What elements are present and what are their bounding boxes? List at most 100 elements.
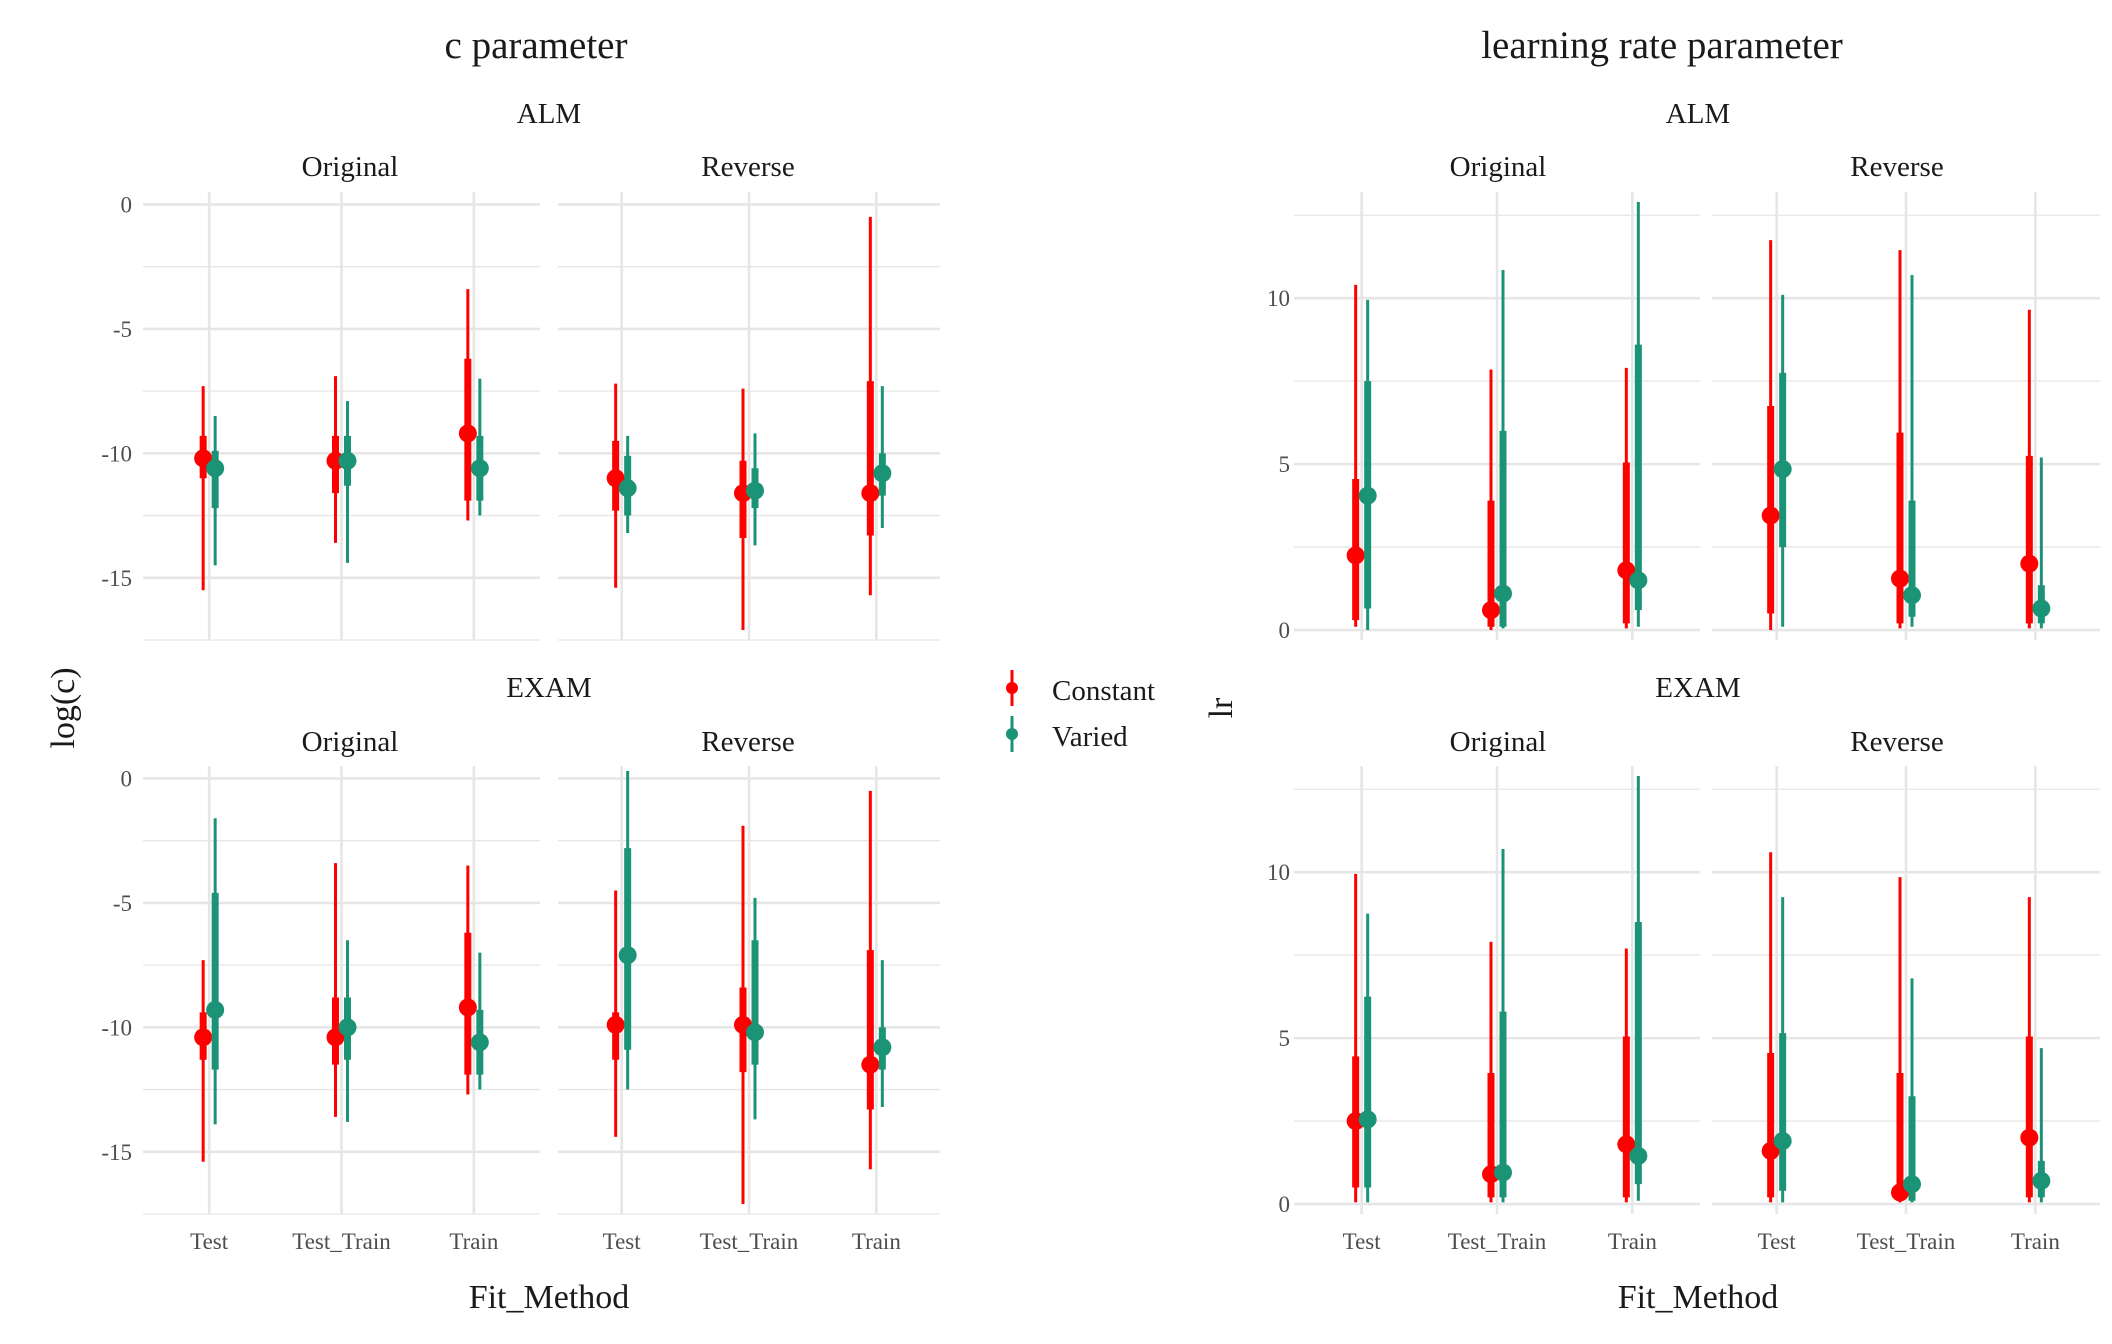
right-strip-alm: ALM bbox=[1666, 98, 1730, 130]
panel-0-0: 0 -5 -10 -15 bbox=[101, 192, 540, 641]
median-point bbox=[458, 424, 477, 443]
panel-1-3: Test Test_Train Train bbox=[1712, 766, 2100, 1254]
x-tick-label: Train bbox=[1608, 1229, 1657, 1254]
median-point bbox=[1358, 1110, 1377, 1129]
median-point bbox=[1358, 486, 1377, 505]
x-tick-label: Test bbox=[190, 1229, 229, 1254]
left-y-axis-title: log(c) bbox=[45, 667, 82, 748]
right-strip-alm-reverse: Reverse bbox=[1850, 151, 1943, 183]
y-tick-label: 0 bbox=[1279, 1192, 1291, 1217]
median-point bbox=[194, 1028, 213, 1047]
panel-0-2: 0 -5 -10 -15 Test Test_Train Train bbox=[101, 766, 540, 1254]
x-tick-label: Train bbox=[2011, 1229, 2060, 1254]
median-point bbox=[1617, 1135, 1636, 1154]
median-point bbox=[470, 1033, 489, 1052]
median-point bbox=[194, 449, 213, 468]
y-tick-label: -5 bbox=[113, 891, 132, 916]
median-point bbox=[873, 1038, 892, 1057]
median-point bbox=[338, 1018, 357, 1037]
y-tick-label: 0 bbox=[1279, 618, 1291, 643]
right-strip-alm-original: Original bbox=[1450, 151, 1547, 183]
y-tick-label: 10 bbox=[1267, 860, 1290, 885]
median-point bbox=[458, 998, 477, 1017]
legend-label-constant: Constant bbox=[1052, 675, 1155, 707]
median-point bbox=[861, 1055, 880, 1074]
median-point bbox=[2032, 599, 2051, 618]
y-tick-label: -15 bbox=[101, 1140, 132, 1165]
legend: Constant Varied bbox=[1006, 670, 1155, 753]
y-tick-label: -15 bbox=[101, 566, 132, 591]
median-point bbox=[470, 459, 489, 478]
panel-1-0: 0 5 10 bbox=[1267, 192, 1700, 643]
right-y-axis-title: lr bbox=[1203, 697, 1240, 718]
series-varied bbox=[1773, 274, 2051, 629]
median-point bbox=[2020, 1128, 2039, 1147]
median-point bbox=[1891, 569, 1909, 588]
series-varied bbox=[1358, 775, 1648, 1203]
left-x-axis-title: Fit_Method bbox=[469, 1279, 630, 1316]
y-tick-label: 5 bbox=[1279, 1026, 1291, 1051]
median-point bbox=[1773, 460, 1792, 479]
series-varied bbox=[206, 378, 489, 566]
median-point bbox=[746, 481, 764, 500]
median-point bbox=[1761, 506, 1780, 525]
left-strip-alm-original: Original bbox=[302, 151, 399, 183]
x-tick-label: Train bbox=[852, 1229, 901, 1254]
right-strip-exam: EXAM bbox=[1655, 672, 1740, 704]
median-point bbox=[1903, 1175, 1921, 1194]
x-tick-label: Train bbox=[449, 1229, 498, 1254]
left-strip-exam-reverse: Reverse bbox=[701, 726, 794, 758]
panel-1-2: 0 5 10 Test Test_Train Train bbox=[1267, 766, 1700, 1254]
median-point bbox=[873, 464, 892, 483]
left-strip-alm: ALM bbox=[517, 98, 581, 130]
median-point bbox=[1617, 561, 1636, 580]
series-varied bbox=[1358, 201, 1648, 631]
x-tick-label: Test bbox=[1343, 1229, 1382, 1254]
left-strip-exam-original: Original bbox=[302, 726, 399, 758]
left-strip-alm-reverse: Reverse bbox=[701, 151, 794, 183]
median-point bbox=[618, 946, 637, 965]
series-constant bbox=[606, 790, 880, 1205]
median-point bbox=[2020, 554, 2039, 573]
median-point bbox=[206, 459, 225, 478]
right-x-axis-title: Fit_Method bbox=[1618, 1279, 1779, 1316]
median-point bbox=[1629, 571, 1648, 590]
series-constant bbox=[1346, 873, 1636, 1203]
median-point bbox=[1494, 1163, 1512, 1182]
median-point bbox=[1629, 1146, 1648, 1165]
series-varied bbox=[618, 770, 892, 1120]
median-point bbox=[1761, 1141, 1780, 1160]
x-tick-label: Test_Train bbox=[1448, 1229, 1547, 1254]
median-point bbox=[1482, 601, 1500, 620]
median-point bbox=[1903, 586, 1921, 605]
median-point bbox=[338, 451, 357, 470]
median-point bbox=[618, 479, 637, 498]
median-point bbox=[2032, 1171, 2051, 1190]
x-tick-label: Test bbox=[603, 1229, 642, 1254]
series-constant bbox=[1761, 852, 2039, 1203]
panel-1-1 bbox=[1712, 192, 2100, 640]
median-point bbox=[606, 469, 625, 488]
series-varied bbox=[206, 818, 489, 1125]
right-strip-exam-original: Original bbox=[1450, 726, 1547, 758]
x-tick-label: Test_Train bbox=[292, 1229, 391, 1254]
right-chart-title: learning rate parameter bbox=[1481, 24, 1843, 67]
median-point bbox=[746, 1023, 764, 1042]
y-tick-label: -10 bbox=[101, 441, 132, 466]
left-strip-exam: EXAM bbox=[506, 672, 591, 704]
legend-key-constant-point bbox=[1006, 682, 1018, 694]
y-tick-label: -10 bbox=[101, 1015, 132, 1040]
legend-label-varied: Varied bbox=[1052, 721, 1128, 753]
left-chart-title: c parameter bbox=[445, 24, 628, 67]
y-tick-label: 10 bbox=[1267, 286, 1290, 311]
x-tick-label: Test bbox=[1758, 1229, 1797, 1254]
y-tick-label: 5 bbox=[1279, 452, 1291, 477]
series-varied bbox=[1773, 897, 2051, 1203]
series-constant bbox=[1346, 284, 1636, 631]
right-strip-exam-reverse: Reverse bbox=[1850, 726, 1943, 758]
y-tick-label: 0 bbox=[121, 766, 133, 791]
y-tick-label: 0 bbox=[121, 192, 133, 217]
legend-key-varied-point bbox=[1006, 728, 1018, 740]
